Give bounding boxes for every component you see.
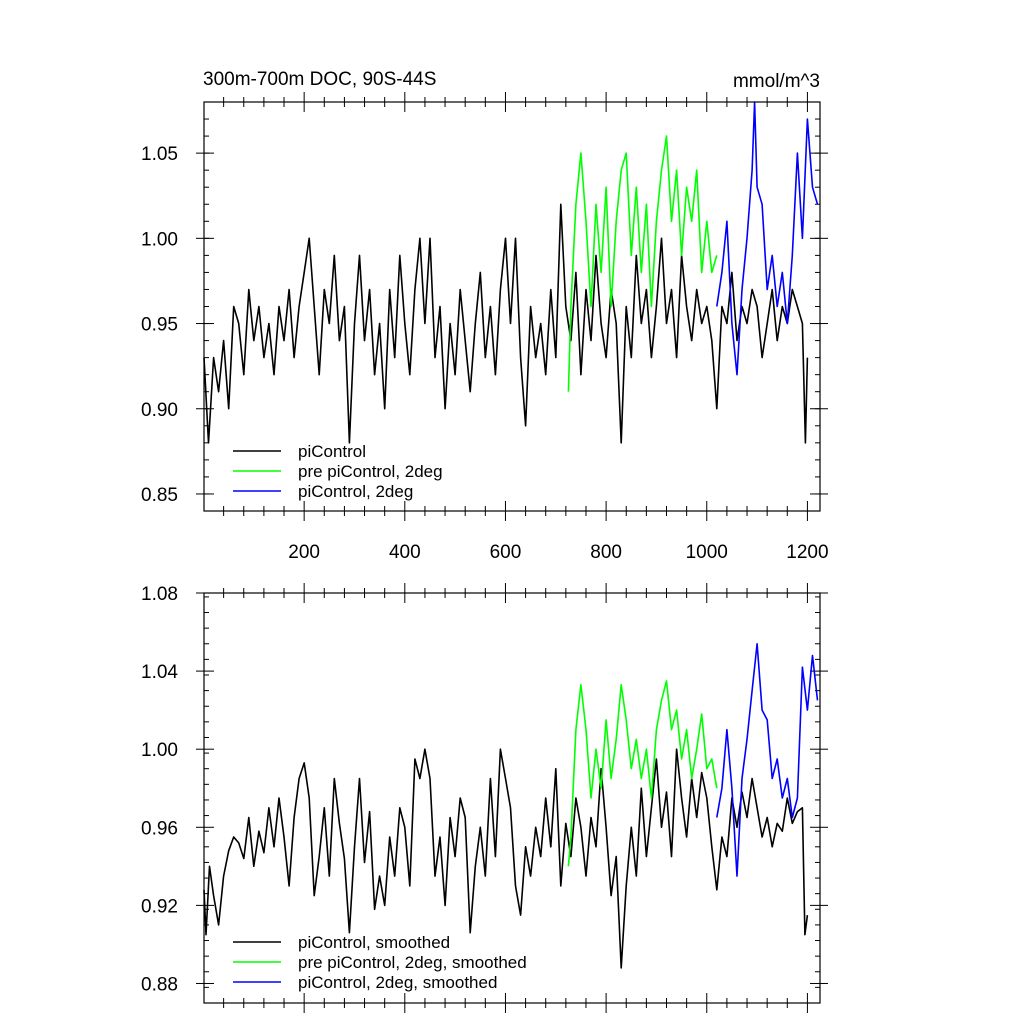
series-line-picontrol-2deg-smoothed: [716, 643, 819, 877]
legend-label: piControl, smoothed: [298, 933, 450, 952]
y-tick-label: 0.85: [141, 485, 178, 506]
y-tick-label: 0.88: [141, 974, 178, 995]
series-line-pre-picontrol-2deg: [567, 135, 718, 392]
top-panel: 300m-700m DOC, 90S-44S mmol/m^3 0.85 0.90…: [141, 69, 829, 563]
x-tick-label: 600: [490, 542, 522, 563]
units-label: mmol/m^3: [733, 71, 820, 92]
legend-label: piControl, 2deg, smoothed: [298, 973, 497, 992]
x-tick-label: 400: [389, 542, 421, 563]
top-series-lines: [203, 101, 819, 444]
x-tick-label: 200: [288, 542, 320, 563]
y-tick-label: 1.00: [141, 740, 178, 761]
bottom-panel: 0.88 0.92 0.96 1.00 1.04 1.08 piControl, smoo…: [141, 583, 828, 1013]
series-line-pre-picontrol-2deg-smoothed: [567, 680, 718, 867]
legend-label: piControl: [298, 442, 366, 461]
y-tick-label: 1.08: [141, 584, 178, 605]
y-tick-label: 0.90: [141, 400, 178, 421]
top-ticks: [196, 92, 828, 521]
bottom-ticks: [196, 583, 828, 1013]
x-tick-label: 1000: [686, 542, 728, 563]
chart-title: 300m-700m DOC, 90S-44S: [203, 69, 436, 90]
bottom-series-lines: [203, 643, 819, 969]
series-line-picontrol-smoothed: [203, 748, 809, 969]
legend-label: pre piControl, 2deg: [298, 462, 443, 481]
x-tick-label: 800: [590, 542, 622, 563]
bottom-plot-frame: [203, 592, 821, 1004]
y-tick-label: 1.04: [141, 662, 178, 683]
y-tick-label: 1.00: [141, 229, 178, 250]
y-tick-label: 1.05: [141, 144, 178, 165]
top-y-tick-labels: 0.85 0.90 0.95 1.00 1.05: [141, 144, 178, 506]
series-line-picontrol-2deg: [716, 101, 819, 376]
y-tick-label: 0.95: [141, 315, 178, 336]
legend-label: pre piControl, 2deg, smoothed: [298, 953, 527, 972]
x-tick-label: 1200: [786, 542, 828, 563]
series-line-picontrol: [203, 203, 809, 444]
top-plot-frame: [203, 101, 821, 512]
bottom-y-tick-labels: 0.88 0.92 0.96 1.00 1.04 1.08: [141, 584, 178, 995]
y-tick-label: 0.92: [141, 896, 178, 917]
y-tick-label: 0.96: [141, 818, 178, 839]
legend-label: piControl, 2deg: [298, 482, 413, 501]
top-x-tick-labels: 200 400 600 800 1000 1200: [288, 542, 828, 563]
